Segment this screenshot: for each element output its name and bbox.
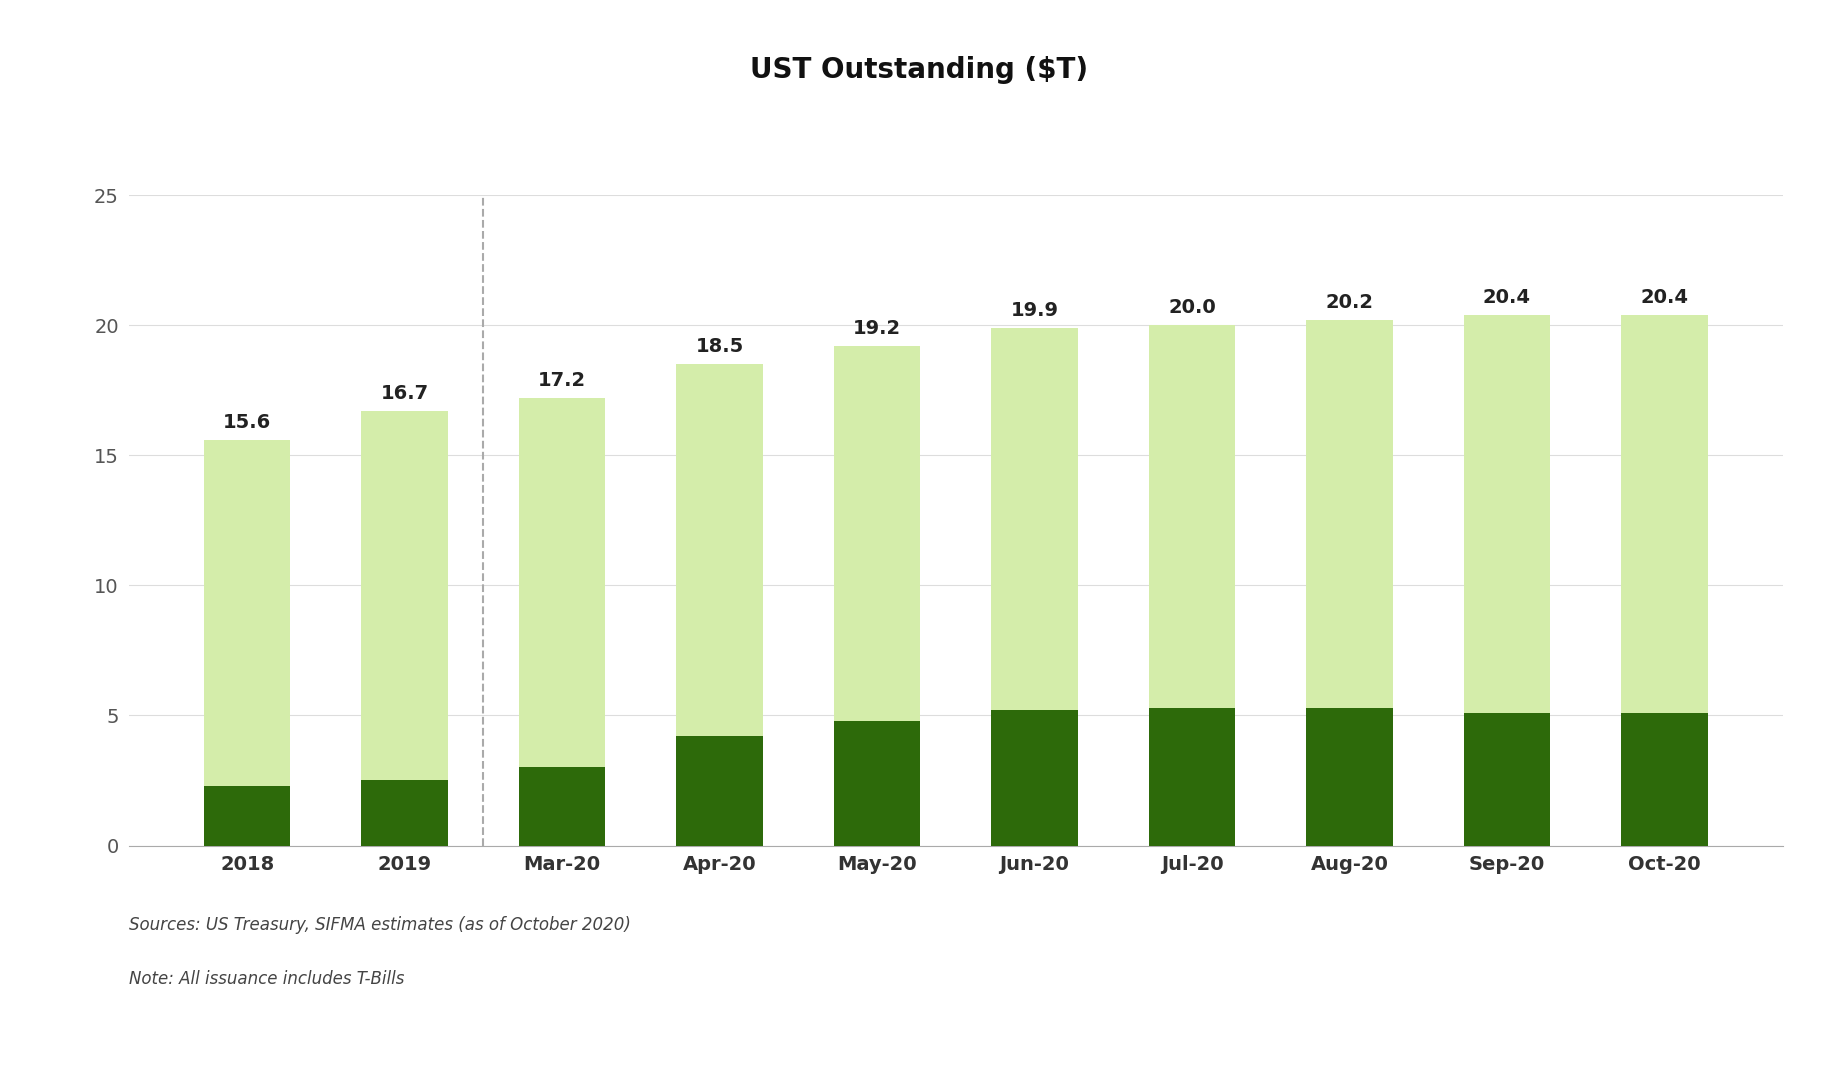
- Text: 20.4: 20.4: [1483, 288, 1531, 307]
- Text: Note: All issuance includes T-Bills: Note: All issuance includes T-Bills: [129, 970, 404, 989]
- Text: 20.2: 20.2: [1325, 293, 1373, 312]
- Text: 19.9: 19.9: [1011, 301, 1059, 320]
- Text: Sources: US Treasury, SIFMA estimates (as of October 2020): Sources: US Treasury, SIFMA estimates (a…: [129, 916, 630, 934]
- Bar: [991, 710, 1077, 846]
- Bar: [834, 346, 921, 721]
- Bar: [1307, 708, 1393, 846]
- Bar: [518, 398, 605, 767]
- Bar: [1149, 708, 1235, 846]
- Bar: [676, 364, 763, 736]
- Bar: [991, 327, 1077, 710]
- Bar: [1463, 713, 1549, 846]
- Bar: [1621, 713, 1708, 846]
- Bar: [1307, 320, 1393, 708]
- Bar: [518, 767, 605, 846]
- Bar: [676, 736, 763, 846]
- Bar: [1463, 314, 1549, 713]
- Bar: [1621, 314, 1708, 713]
- Text: 16.7: 16.7: [380, 384, 428, 403]
- Text: 17.2: 17.2: [539, 371, 586, 390]
- Bar: [362, 411, 448, 780]
- Text: 20.0: 20.0: [1169, 298, 1215, 318]
- Text: 19.2: 19.2: [853, 319, 901, 338]
- Bar: [204, 440, 290, 786]
- Text: 15.6: 15.6: [222, 413, 272, 431]
- Text: 20.4: 20.4: [1639, 288, 1689, 307]
- Bar: [362, 780, 448, 846]
- Bar: [834, 721, 921, 846]
- Text: UST Outstanding ($T): UST Outstanding ($T): [750, 56, 1088, 85]
- Bar: [204, 786, 290, 846]
- Text: 18.5: 18.5: [695, 337, 744, 357]
- Bar: [1149, 325, 1235, 708]
